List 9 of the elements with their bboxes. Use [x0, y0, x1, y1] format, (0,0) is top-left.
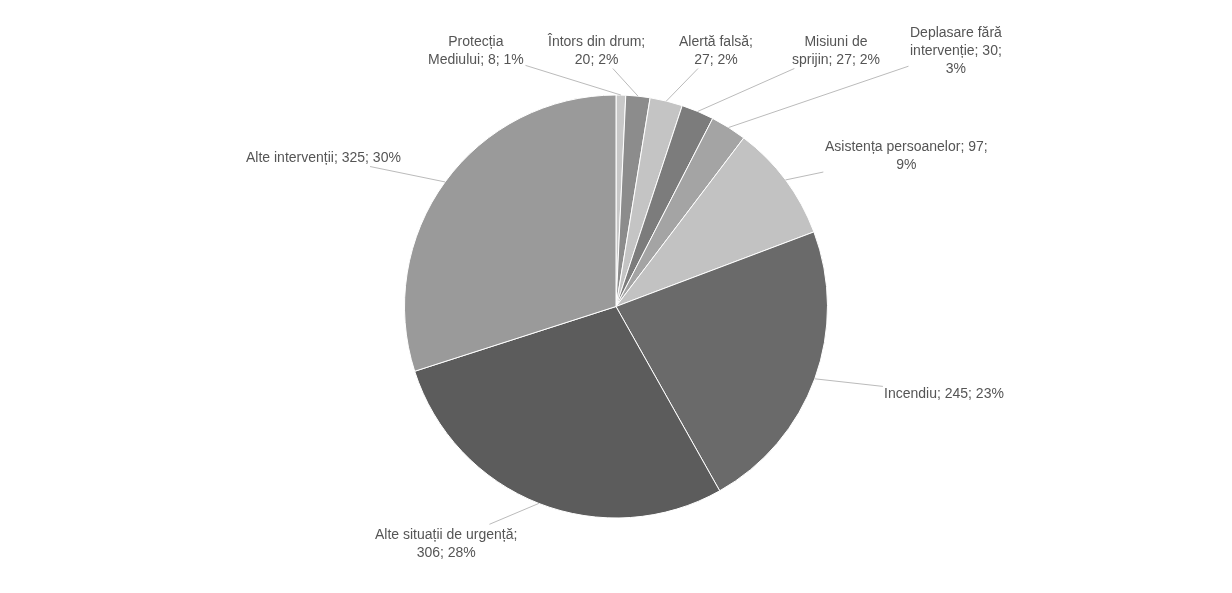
slice-label: Deplasare fără intervenție; 30; 3%	[910, 24, 1003, 77]
slice-label: Alertă falsă; 27; 2%	[679, 33, 753, 68]
slice-label: Întors din drum; 20; 2%	[547, 33, 646, 68]
slice-label: Protecția Mediului; 8; 1%	[428, 33, 524, 68]
slice-label: Alte intervenții; 325; 30%	[246, 149, 401, 165]
slice-label: Alte situații de urgență; 306; 28%	[375, 526, 518, 561]
slice-label: Asistența persoanelor; 97; 9%	[825, 138, 988, 173]
slice-label: Incendiu; 245; 23%	[884, 385, 1004, 401]
slice-label: Misiuni de sprijin; 27; 2%	[792, 33, 880, 68]
